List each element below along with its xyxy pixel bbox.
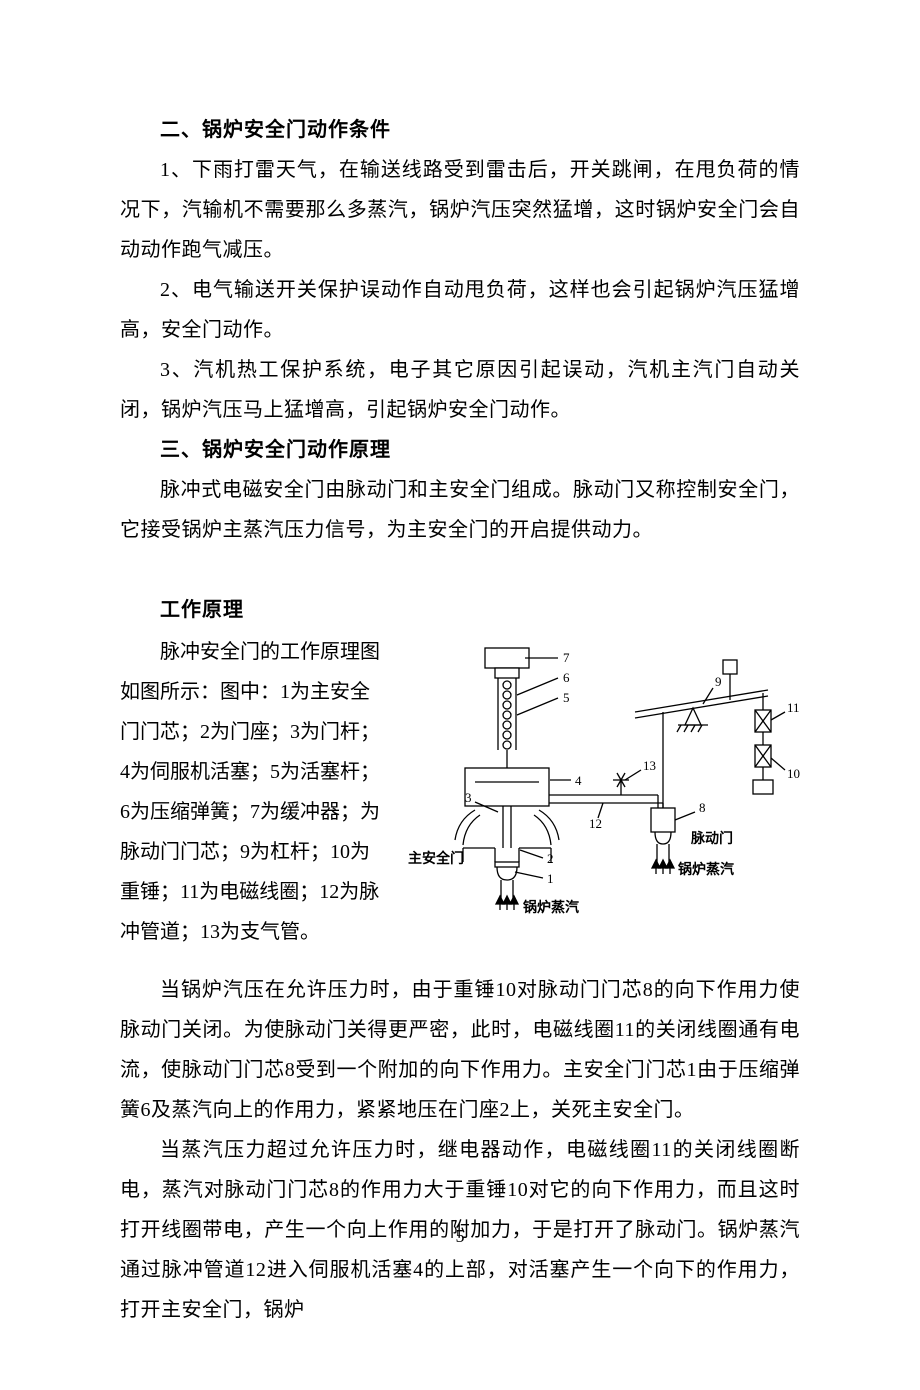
diagram-label-2: 2	[547, 851, 554, 866]
diagram-label-9: 9	[715, 674, 722, 689]
diagram-text-boiler-steam-1: 锅炉蒸汽	[523, 899, 579, 916]
diagram-label-1: 1	[547, 871, 554, 886]
paragraph-3: 3、汽机热工保护系统，电子其它原因引起误动，汽机主汽门自动关闭，锅炉汽压马上猛增…	[120, 350, 800, 430]
section-2-heading: 二、锅炉安全门动作条件	[120, 110, 800, 150]
diagram-label-7: 7	[563, 650, 570, 665]
section-3-heading: 三、锅炉安全门动作原理	[120, 430, 800, 470]
paragraph-4: 脉冲式电磁安全门由脉动门和主安全门组成。脉动门又称控制安全门，它接受锅炉主蒸汽压…	[120, 470, 800, 550]
diagram-label-8: 8	[699, 800, 706, 815]
diagram-label-11: 11	[787, 700, 800, 715]
diagram-label-3: 3	[465, 790, 472, 805]
diagram-label-12: 12	[589, 816, 602, 831]
valve-diagram: 7 6 5 4 3 2 1 12 13 8 9 11 10 主安全门	[403, 640, 803, 920]
paragraph-6: 当锅炉汽压在允许压力时，由于重锤10对脉动门门芯8的向下作用力使脉动门关闭。为使…	[120, 970, 800, 1130]
paragraph-2: 2、电气输送开关保护误动作自动甩负荷，这样也会引起锅炉汽压猛增高，安全门动作。	[120, 270, 800, 350]
paragraph-1: 1、下雨打雷天气，在输送线路受到雷击后，开关跳闸，在甩负荷的情况下，汽输机不需要…	[120, 150, 800, 270]
diagram-text-boiler-steam-2: 锅炉蒸汽	[678, 861, 734, 878]
diagram-label-4: 4	[575, 773, 582, 788]
diagram-label-6: 6	[563, 670, 570, 685]
diagram-label-13: 13	[643, 758, 656, 773]
paragraph-5: 脉冲安全门的工作原理图如图所示：图中：1为主安全门门芯；2为门座；3为门杆；4为…	[120, 632, 385, 952]
diagram-label-5: 5	[563, 690, 570, 705]
page-number: 5	[0, 1226, 920, 1247]
diagram-text-pulse-valve: 脉动门	[690, 830, 733, 847]
diagram-label-10: 10	[787, 766, 800, 781]
subheading-working-principle: 工作原理	[120, 590, 800, 630]
diagram-text-main-valve: 主安全门	[408, 850, 464, 867]
